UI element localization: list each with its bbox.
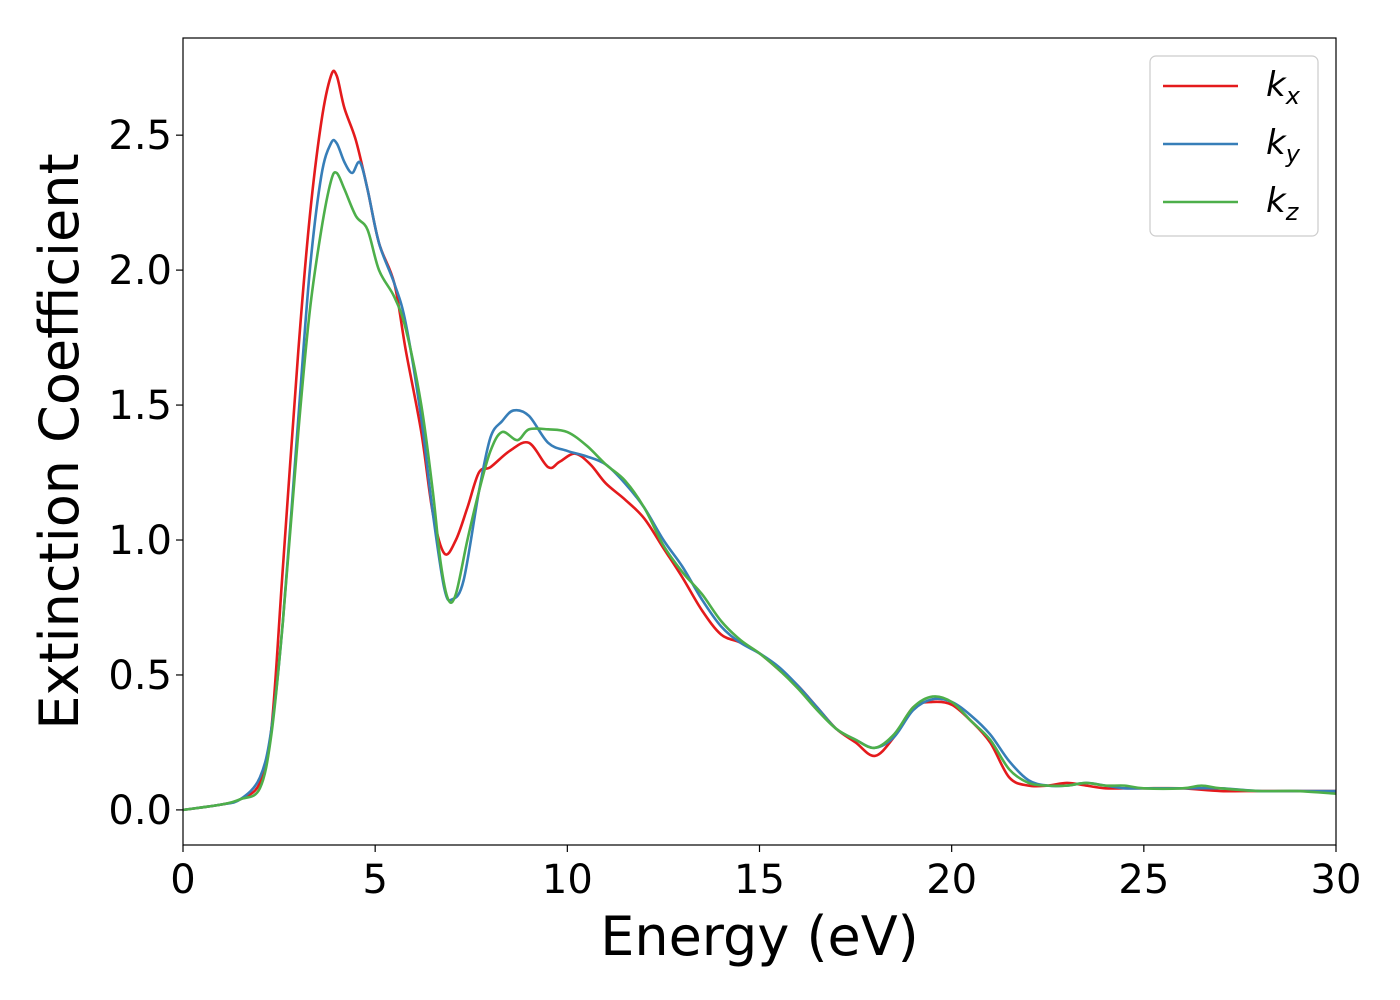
y-axis: 0.0 0.5 1.0 1.5 2.0 2.5	[108, 113, 183, 834]
x-tick-label: 0	[170, 857, 195, 903]
y-tick-label: 0.5	[108, 653, 172, 699]
legend-label-kx: kx	[1266, 65, 1301, 110]
legend-label-subscript: y	[1285, 140, 1301, 168]
y-axis-title: Extinction Coefficient	[28, 153, 91, 729]
x-axis: 0 5 10 15 20 25 30	[170, 845, 1361, 903]
y-tick-label: 0.0	[108, 788, 172, 834]
legend-box	[1149, 55, 1319, 237]
y-tick-label: 1.0	[108, 518, 172, 564]
x-tick-label: 30	[1311, 857, 1362, 903]
legend-label-kz: kz	[1266, 181, 1300, 226]
legend-label-ky: ky	[1266, 123, 1301, 168]
legend-label-main: k	[1266, 181, 1287, 221]
series-line-ky	[183, 138, 1336, 812]
x-tick-label: 15	[734, 857, 785, 903]
series-line-kz	[183, 171, 1336, 812]
legend-label-subscript: z	[1285, 198, 1300, 226]
series-lines	[183, 69, 1336, 812]
legend-label-subscript: x	[1285, 82, 1301, 110]
y-tick-label: 2.5	[108, 113, 172, 159]
x-tick-label: 5	[362, 857, 387, 903]
legend-label-main: k	[1266, 65, 1287, 105]
y-tick-label: 2.0	[108, 248, 172, 294]
x-tick-label: 10	[542, 857, 593, 903]
y-tick-label: 1.5	[108, 383, 172, 429]
legend-label-main: k	[1266, 123, 1287, 163]
x-tick-label: 25	[1118, 857, 1169, 903]
series-line-kx	[183, 69, 1336, 812]
x-axis-title: Energy (eV)	[600, 905, 919, 968]
x-tick-label: 20	[926, 857, 977, 903]
